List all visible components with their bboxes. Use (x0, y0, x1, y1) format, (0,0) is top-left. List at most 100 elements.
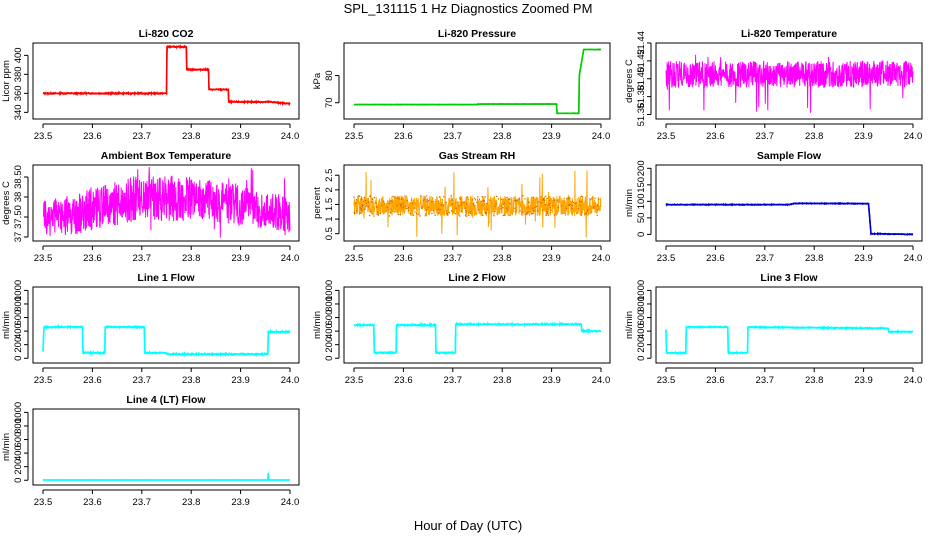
data-point (494, 210, 496, 213)
data-point (548, 204, 550, 206)
panel-title: Gas Stream RH (439, 150, 515, 162)
data-point (371, 198, 374, 200)
data-layer (665, 54, 914, 113)
data-point (419, 215, 421, 217)
chart-panel: Line 4 (LT) Flow 23.5 23.6 23.7 23.8 23.9 24.0… (1, 394, 300, 508)
data-point (534, 206, 536, 208)
data-point (574, 203, 576, 205)
panel-title: Line 4 (LT) Flow (126, 394, 206, 406)
x-tick-label: 23.9 (542, 253, 561, 264)
x-axis-title: Hour of Day (UTC) (413, 518, 523, 533)
data-point (569, 203, 571, 206)
data-point (536, 205, 538, 208)
y-tick-label: 0 (636, 356, 647, 361)
data-point (533, 209, 535, 212)
data-point (464, 215, 467, 217)
x-tick-label: 24.0 (281, 497, 300, 508)
y-axis-label: ml/min (624, 189, 635, 217)
data-point (421, 207, 423, 210)
data-point (502, 214, 504, 217)
data-point (560, 205, 563, 207)
y-tick-label: 380 (13, 66, 24, 82)
y-tick-label: 51.42 (636, 49, 647, 73)
plot-frame (655, 164, 923, 242)
x-tick-label: 24.0 (904, 375, 923, 386)
data-point (367, 206, 370, 208)
series-line (354, 321, 602, 356)
y-tick-label: 0 (636, 232, 647, 237)
x-tick-label: 23.6 (706, 375, 725, 386)
data-point (434, 214, 436, 216)
data-point (413, 207, 415, 209)
data-point (526, 212, 528, 214)
data-point (516, 199, 518, 201)
data-point (468, 214, 470, 217)
x-tick-label: 23.6 (394, 253, 413, 264)
data-point (480, 200, 483, 203)
data-point (409, 212, 411, 215)
data-point (500, 208, 502, 210)
data-point (496, 195, 498, 198)
data-point (407, 207, 409, 209)
data-point (483, 199, 485, 202)
data-point (514, 207, 516, 209)
data-point (542, 197, 545, 200)
data-point (467, 198, 469, 200)
plot-frame (343, 42, 611, 120)
data-point (442, 205, 445, 207)
x-tick-label: 23.9 (231, 253, 250, 264)
data-point (584, 213, 587, 215)
data-point (465, 215, 468, 217)
series-line (353, 48, 602, 115)
data-point (525, 213, 528, 215)
plot-frame (32, 408, 300, 486)
panel-title: Line 2 Flow (448, 272, 506, 284)
x-tick-label: 23.6 (394, 131, 413, 142)
x-tick-label: 23.7 (444, 131, 463, 142)
data-point (405, 205, 407, 207)
data-point (482, 199, 484, 202)
data-point (579, 205, 581, 207)
data-point (581, 196, 584, 198)
data-point (354, 212, 356, 215)
panel-title: Line 1 Flow (137, 272, 195, 284)
data-point (465, 203, 468, 205)
data-point (383, 203, 386, 205)
y-tick-label: 1 (324, 216, 335, 221)
data-point (562, 212, 564, 215)
data-point (557, 206, 560, 209)
data-point (547, 214, 550, 216)
data-point (441, 199, 443, 201)
y-tick-label: 600 (636, 310, 647, 326)
data-point (390, 208, 392, 211)
data-point (398, 198, 400, 200)
data-point (460, 204, 463, 206)
x-tick-label: 23.7 (444, 253, 463, 264)
data-point (385, 210, 387, 213)
data-point (359, 212, 361, 214)
data-point (571, 207, 573, 210)
data-layer (665, 201, 914, 237)
data-point (358, 195, 361, 197)
x-tick-label: 23.7 (444, 375, 463, 386)
data-point (507, 209, 509, 212)
data-point (372, 201, 374, 204)
x-tick-label: 23.6 (83, 131, 102, 142)
data-point (596, 214, 598, 217)
data-point (546, 197, 548, 199)
data-point (446, 212, 448, 215)
data-point (360, 209, 363, 212)
plot-frame (32, 286, 300, 364)
x-tick-label: 23.9 (854, 131, 873, 142)
data-point (376, 206, 378, 208)
data-point (528, 214, 531, 216)
data-point (508, 214, 511, 216)
data-point (494, 205, 496, 207)
panel-title: Li-820 CO2 (139, 28, 194, 40)
x-tick-label: 23.5 (657, 131, 676, 142)
y-tick-label: 400 (13, 323, 24, 339)
y-tick-label: 1.5 (324, 198, 335, 211)
data-point (447, 214, 449, 216)
plot-frame (655, 42, 923, 120)
